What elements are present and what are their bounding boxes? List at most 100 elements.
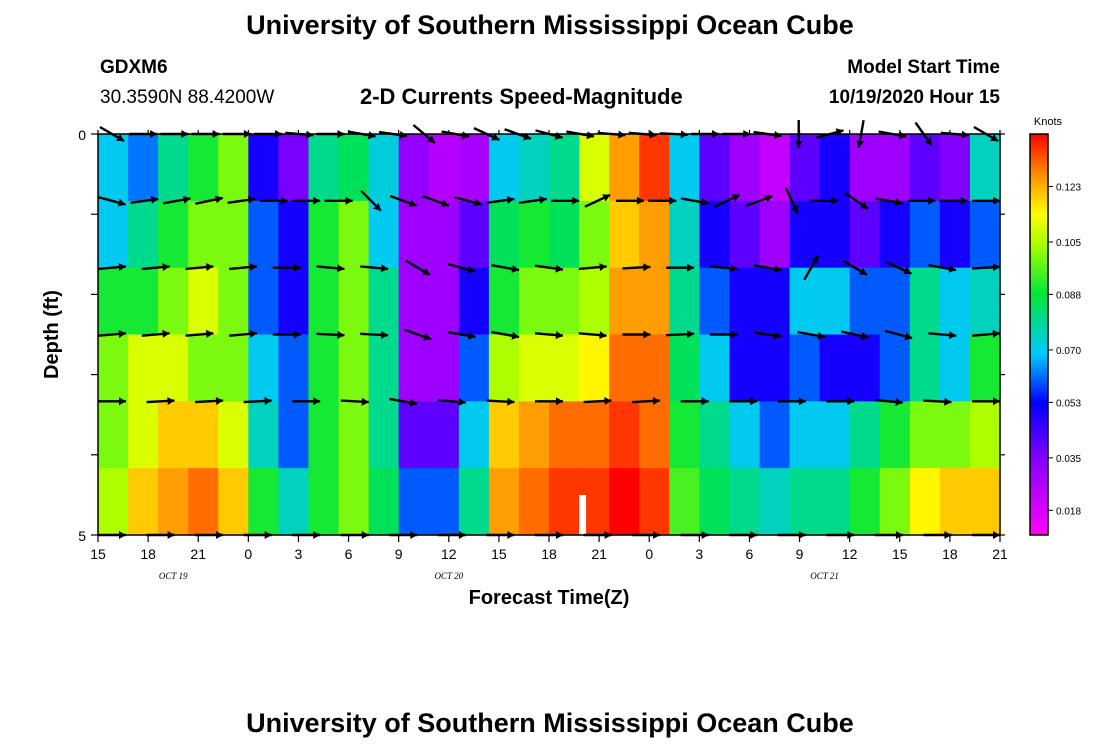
speed-cell (819, 401, 851, 469)
speed-cell (939, 134, 971, 202)
speed-cell (98, 134, 129, 202)
speed-cell (338, 134, 370, 202)
speed-cell (308, 267, 340, 336)
current-arrowhead (206, 263, 214, 271)
speed-cell (699, 468, 730, 536)
speed-cell (909, 468, 941, 536)
chart-subtitle: 2-D Currents Speed-Magnitude (360, 84, 683, 109)
current-arrowhead (116, 134, 125, 141)
speed-cell (639, 134, 670, 202)
current-arrowhead (750, 397, 758, 406)
speed-cell (819, 200, 851, 269)
speed-cell (639, 468, 670, 536)
speed-cell (879, 401, 911, 469)
current-arrowhead (458, 398, 466, 406)
speed-cell (849, 200, 881, 269)
current-arrowhead (150, 195, 159, 204)
current-arrowhead (602, 194, 611, 202)
date-label: OCT 21 (810, 571, 839, 581)
current-arrowhead (313, 397, 321, 406)
current-arrowhead (506, 195, 515, 204)
speed-cell (458, 267, 490, 336)
speed-cell (579, 267, 610, 336)
current-arrowhead (791, 205, 799, 214)
speed-cell (759, 134, 791, 202)
current-arrowhead (440, 199, 449, 207)
current-arrowhead (337, 330, 345, 339)
speed-cell (759, 401, 791, 469)
speed-cell (368, 334, 400, 402)
current-arrowhead (511, 331, 520, 340)
speed-cell (819, 468, 851, 536)
current-arrowhead (467, 331, 476, 340)
speed-cell (398, 134, 430, 202)
current-arrowhead (293, 330, 301, 339)
speed-cell (849, 334, 881, 402)
speed-cell (879, 200, 911, 269)
speed-cell (278, 200, 310, 269)
current-arrowhead (523, 132, 531, 141)
current-arrowhead (422, 267, 430, 275)
speed-cell (549, 334, 580, 402)
current-arrowhead (572, 196, 580, 205)
current-arrowhead (556, 397, 563, 406)
x-tick-label: 21 (190, 546, 206, 562)
current-arrowhead (831, 196, 839, 205)
x-tick-label: 12 (842, 546, 858, 562)
speed-cell (368, 401, 400, 469)
current-arrowhead (811, 255, 819, 264)
speed-cell (248, 468, 279, 536)
current-arrowhead (118, 263, 126, 271)
speed-cell (278, 468, 310, 536)
current-arrowhead (944, 397, 952, 406)
x-tick-label: 3 (295, 546, 303, 562)
current-arrowhead (773, 131, 782, 139)
speed-cell (518, 334, 550, 402)
speed-cell (699, 134, 730, 202)
speed-cell (579, 134, 610, 202)
current-arrowhead (948, 331, 957, 340)
current-arrowhead (373, 203, 381, 211)
current-arrowhead (361, 397, 369, 406)
current-arrowhead (730, 264, 738, 273)
speed-cell (158, 267, 189, 336)
speed-cell (699, 267, 730, 336)
speed-cell (639, 401, 670, 469)
colorbar-label: 0.088 (1056, 290, 1081, 301)
speed-cell (789, 401, 821, 469)
speed-cell (188, 267, 219, 336)
current-arrowhead (381, 330, 389, 339)
current-arrowhead (992, 329, 1000, 338)
current-arrowhead (990, 134, 999, 141)
speed-cell (549, 134, 580, 202)
speed-cell (128, 468, 159, 536)
speed-cell (759, 334, 791, 402)
current-arrowhead (860, 332, 869, 340)
current-arrowhead (992, 263, 1000, 272)
x-tick-label: 15 (491, 546, 507, 562)
speed-cell (158, 334, 189, 402)
speed-cell (188, 200, 219, 269)
speed-cell (428, 134, 460, 202)
speed-cell (609, 468, 640, 536)
x-tick-label: 15 (892, 546, 908, 562)
speed-cell (729, 401, 761, 469)
speed-cell (669, 401, 700, 469)
station-coords: 30.3590N 88.4200W (100, 87, 275, 108)
speed-cell (488, 134, 520, 202)
current-arrowhead (773, 264, 782, 273)
speed-cell (398, 401, 430, 469)
x-tick-label: 21 (992, 546, 1008, 562)
current-arrowhead (555, 264, 563, 273)
speed-cell (819, 134, 851, 202)
speed-cell (609, 401, 640, 469)
current-arrowhead (555, 331, 563, 340)
speed-cell (368, 267, 400, 336)
speed-cell (488, 267, 520, 336)
speed-cell (909, 334, 941, 402)
speed-cell (669, 200, 700, 269)
speed-cell (579, 200, 610, 269)
speed-cell (879, 334, 911, 402)
current-arrowhead (701, 397, 709, 406)
y-tick-label: 5 (78, 528, 86, 544)
